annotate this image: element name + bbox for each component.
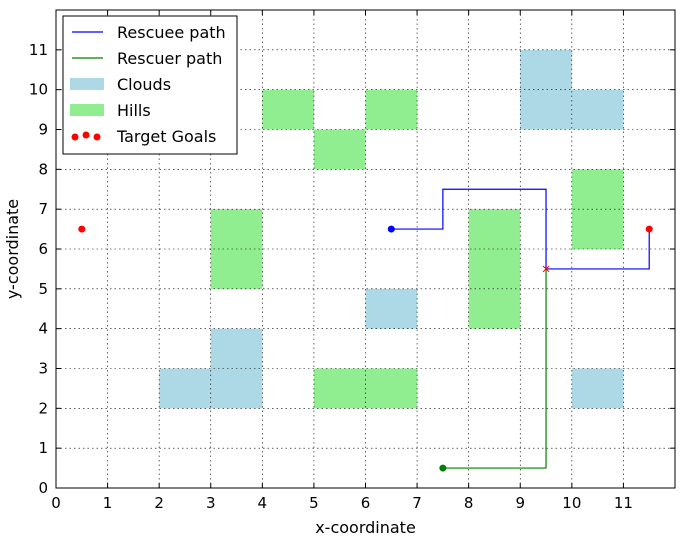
x-tick-label: 0	[51, 494, 61, 512]
y-tick-label: 1	[38, 439, 48, 457]
y-tick-label: 10	[29, 81, 48, 99]
x-tick-label: 11	[614, 494, 633, 512]
rescuer-path-start-marker	[439, 464, 447, 472]
x-tick-label: 5	[309, 494, 319, 512]
legend-label-hills: Hills	[117, 101, 151, 120]
x-tick-label: 9	[515, 494, 525, 512]
rescuer-path-line	[442, 268, 547, 469]
hill-cell	[468, 249, 521, 289]
hill-cell	[262, 89, 314, 130]
x-tick-label: 2	[154, 494, 164, 512]
y-tick-label: 0	[38, 479, 48, 497]
cloud-cell	[210, 368, 263, 409]
legend-swatch-target-goals	[93, 133, 101, 141]
legend: Rescuee path Rescuer path Clouds Hills Targe…	[62, 15, 238, 155]
cloud-cell	[520, 89, 572, 130]
hill-cell	[313, 129, 366, 170]
plot-area: 0 1 2 3 4 5 6 7 8 9 10 11 0 1 2 3 4 5 6 7 8 9 10 11 x-coordinate…	[3, 9, 676, 537]
y-tick-label: 3	[38, 360, 48, 378]
x-tick-label: 10	[562, 494, 581, 512]
y-tick-label: 8	[38, 160, 48, 178]
y-axis-label: y-coordinate	[3, 199, 22, 299]
target-goal-point	[78, 225, 86, 233]
legend-swatch-hills	[70, 104, 104, 116]
hill-cell	[468, 209, 521, 249]
rescuee-path-line	[391, 188, 650, 270]
hill-cell	[571, 169, 624, 210]
hill-cell	[313, 368, 366, 409]
x-axis-label: x-coordinate	[315, 518, 416, 537]
cloud-cell	[210, 328, 263, 369]
legend-label-rescuee-path: Rescuee path	[117, 23, 226, 42]
cloud-cell	[365, 288, 418, 329]
y-tick-label: 11	[29, 41, 48, 59]
x-tick-label: 7	[412, 494, 422, 512]
x-tick-label: 6	[361, 494, 371, 512]
cloud-cell	[159, 368, 211, 409]
meeting-point-marker	[542, 265, 550, 273]
hill-cell	[571, 209, 624, 249]
x-tick-label: 4	[258, 494, 268, 512]
x-tick-label: 1	[103, 494, 113, 512]
hill-cell	[210, 209, 263, 249]
legend-label-clouds: Clouds	[117, 75, 171, 94]
hill-cell	[468, 288, 521, 329]
y-tick-label: 6	[38, 240, 48, 258]
y-tick-label: 7	[38, 200, 48, 218]
hill-cell	[210, 249, 263, 289]
x-tick-label: 8	[464, 494, 474, 512]
y-tick-label: 5	[38, 280, 48, 298]
y-tick-label: 9	[38, 121, 48, 139]
legend-swatch-target-goals	[82, 131, 90, 139]
y-tick-label: 2	[38, 399, 48, 417]
rescuee-path-start-marker	[387, 225, 395, 233]
legend-swatch-clouds	[70, 78, 104, 90]
cloud-cell	[520, 49, 572, 90]
legend-swatch-target-goals	[71, 133, 79, 141]
legend-label-target-goals: Target Goals	[116, 127, 216, 146]
x-tick-label: 3	[206, 494, 216, 512]
hill-cell	[365, 89, 418, 130]
cloud-cell	[571, 368, 624, 409]
cloud-cell	[571, 89, 624, 130]
hill-cell	[365, 368, 418, 409]
y-tick-label: 4	[38, 320, 48, 338]
legend-label-rescuer-path: Rescuer path	[117, 49, 222, 68]
target-goal-point	[645, 225, 653, 233]
